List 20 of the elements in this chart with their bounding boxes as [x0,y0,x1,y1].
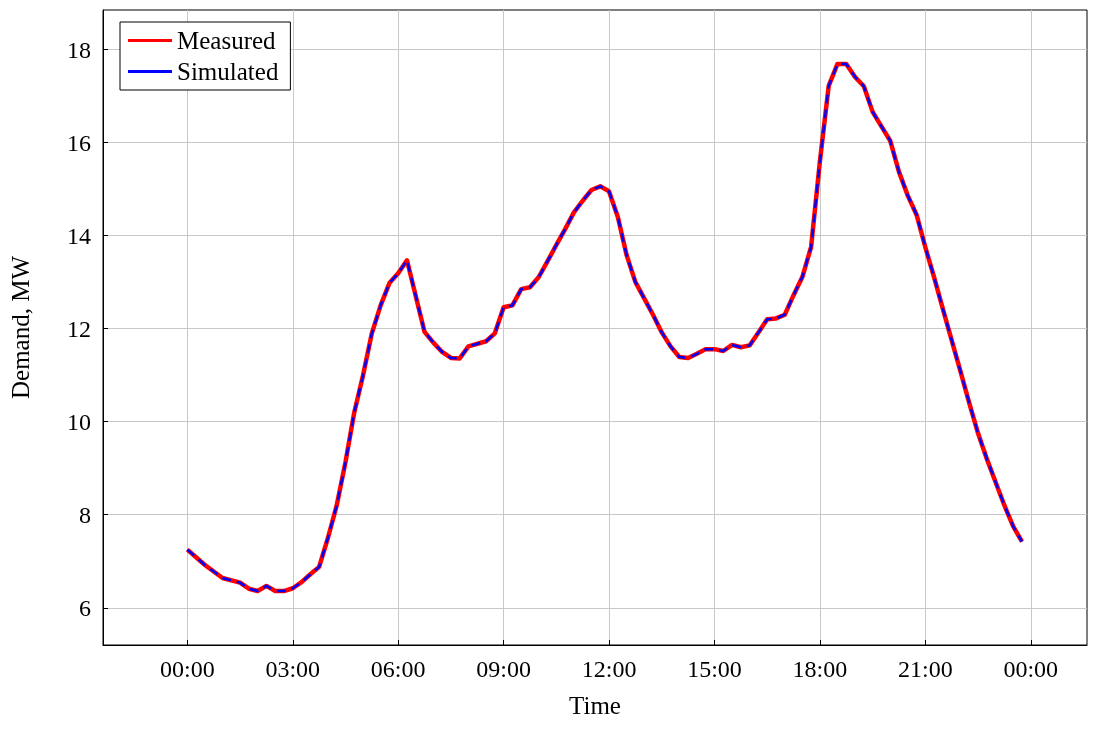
x-axis-title: Time [569,692,621,719]
legend-label: Simulated [177,58,279,85]
y-tick-label: 6 [79,594,91,621]
y-tick-label: 14 [67,222,91,249]
x-tick-label: 00:00 [1003,656,1059,682]
legend-label: Measured [177,27,277,54]
x-tick-label: 15:00 [687,656,742,682]
y-tick-label: 8 [79,501,91,528]
x-tick-label: 09:00 [476,656,531,682]
x-tick-label: 12:00 [581,656,637,682]
x-tick-label: 21:00 [898,656,953,682]
x-tick-label: 03:00 [265,656,321,682]
y-tick-label: 12 [67,315,91,342]
y-tick-label: 16 [67,129,91,156]
y-axis-title: Demand, MW [7,255,34,400]
x-tick-label: 00:00 [160,656,215,682]
y-tick-label: 18 [67,36,91,63]
x-tick-label: 06:00 [370,656,426,682]
x-tick-label: 18:00 [792,656,848,682]
y-tick-label: 10 [67,408,91,435]
